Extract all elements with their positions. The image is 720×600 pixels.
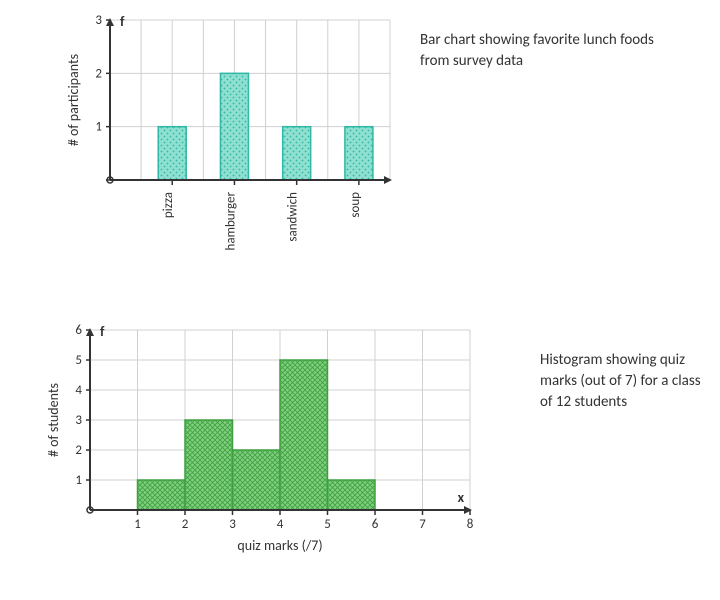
y-tick-label: 3 (75, 413, 82, 428)
y-tick-label: 1 (95, 120, 102, 135)
histogram-caption: Histogram showing quiz marks (out of 7) … (540, 350, 710, 413)
y-tick-label: 2 (75, 443, 82, 458)
y-tick-label: 2 (95, 66, 102, 81)
bar-soup (345, 127, 373, 180)
y-tick-label: 5 (75, 353, 82, 368)
histogram-bar (138, 480, 186, 510)
x-category-label: sandwich (286, 192, 301, 242)
x-tick-label: 6 (372, 517, 379, 532)
y-axis-letter: f (100, 323, 105, 340)
histogram-bar (328, 480, 376, 510)
x-axis-label: quiz marks (/7) (237, 537, 322, 554)
bar-chart-caption: Bar chart showing favorite lunch foods f… (420, 30, 670, 72)
bar-chart-lunch-foods: 1 2 3 pizza hamburger sandwich soup f # of parti… (10, 0, 410, 260)
x-tick-label: 3 (229, 517, 236, 532)
bar-hamburger (220, 73, 248, 180)
x-category-label: hamburger (223, 192, 238, 251)
histogram-bar (233, 450, 281, 510)
x-tick-label: 1 (134, 517, 141, 532)
bar-sandwich (283, 127, 311, 180)
histogram-bar (185, 420, 233, 510)
histogram-bar (280, 360, 328, 510)
x-tick-label: 4 (277, 517, 284, 532)
histogram-svg: 1 2 3 4 5 6 1 2 3 4 5 6 7 8 f x # of students quiz marks … (10, 310, 510, 570)
page: 1 2 3 pizza hamburger sandwich soup f # of parti… (0, 0, 720, 600)
x-tick-label: 7 (419, 517, 426, 532)
x-tick-label: 8 (467, 517, 474, 532)
x-tick-label: 5 (324, 517, 331, 532)
y-axis-label: # of students (45, 383, 62, 457)
y-tick-label: 6 (75, 323, 82, 338)
y-tick-label: 4 (75, 383, 82, 398)
bar-chart-svg: 1 2 3 pizza hamburger sandwich soup f # of parti… (10, 0, 410, 260)
y-axis-letter: f (120, 13, 125, 30)
y-tick-label: 1 (75, 473, 82, 488)
y-tick-label: 3 (95, 13, 102, 28)
y-axis-label: # of participants (65, 54, 82, 146)
bar-pizza (158, 127, 186, 180)
histogram-quiz-marks: 1 2 3 4 5 6 1 2 3 4 5 6 7 8 f x # of students quiz marks … (10, 310, 510, 570)
x-tick-label: 2 (182, 517, 189, 532)
x-category-label: soup (348, 192, 363, 218)
x-axis-letter: x (458, 489, 465, 506)
x-category-label: pizza (161, 192, 176, 218)
